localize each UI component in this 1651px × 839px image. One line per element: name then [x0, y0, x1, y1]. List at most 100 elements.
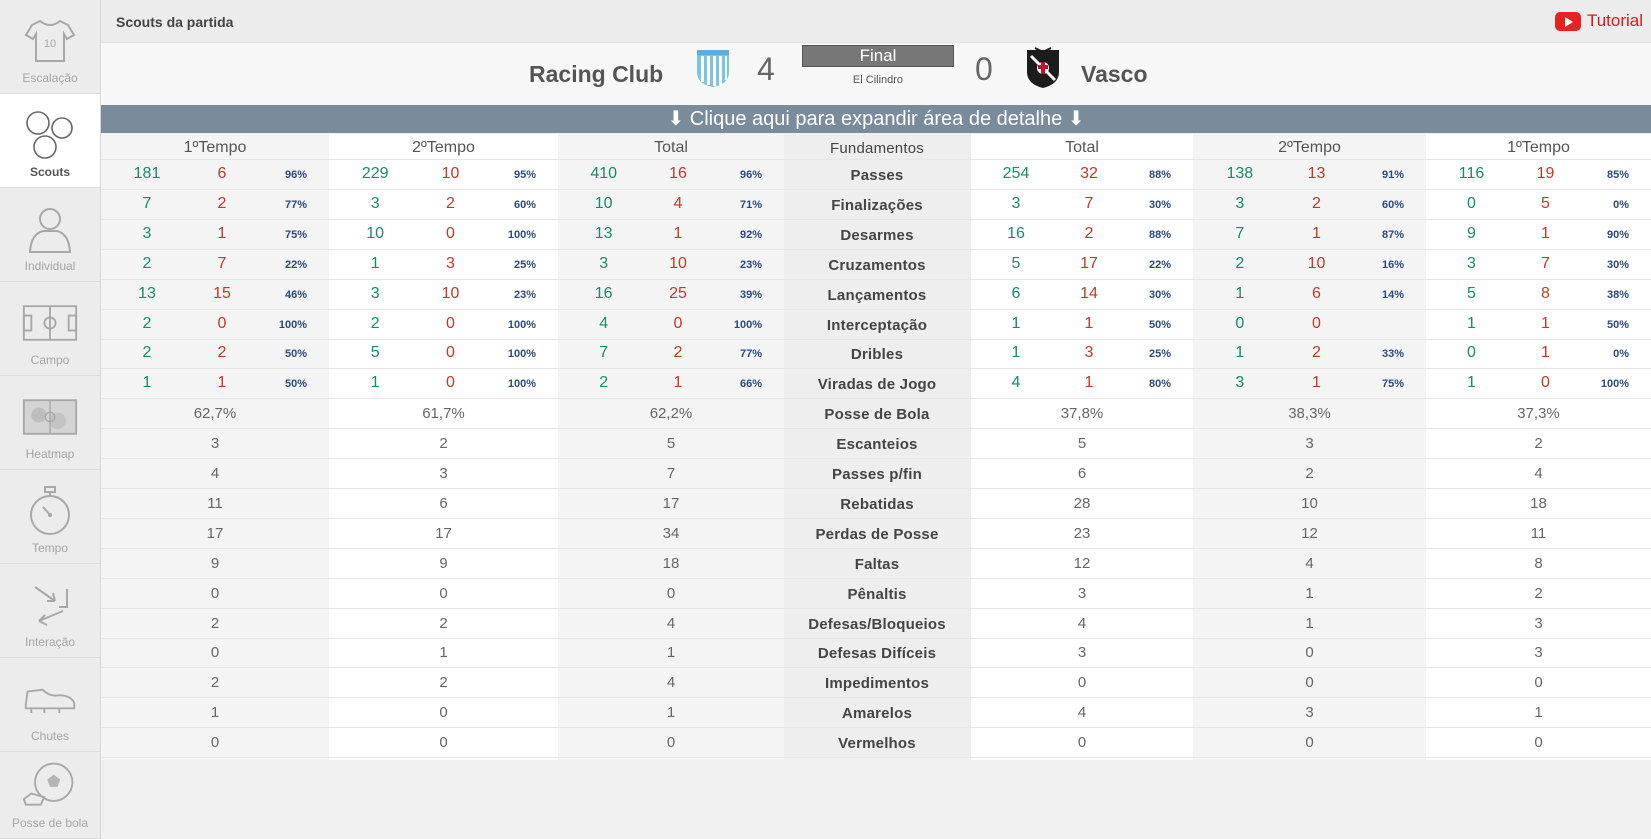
- sidebar-item-label: Individual: [24, 259, 76, 273]
- stat-row: Faltas 9 9 18 12 4 8: [101, 549, 1651, 579]
- fail-count: 1: [217, 374, 227, 392]
- stat-row: Pênaltis 0 0 0 3 1 2: [101, 579, 1651, 609]
- stat-value: 3: [1077, 584, 1087, 602]
- top-bar: Scouts da partida Tutorial: [101, 0, 1651, 43]
- fail-count: 2: [446, 194, 455, 212]
- success-count: 2: [142, 314, 152, 332]
- stat-row: Perdas de Posse 17 17 34 23 12 11: [101, 519, 1651, 549]
- sidebar-item-escalacao[interactable]: 10 Escalação: [0, 0, 100, 94]
- success-rate: 22%: [284, 258, 307, 271]
- stat-label: Rebatidas: [840, 495, 914, 513]
- stat-value: 4: [666, 674, 676, 692]
- sidebar-item-label: Tempo: [31, 541, 69, 555]
- fundamentos-header: Fundamentos: [830, 140, 924, 157]
- success-count: 3: [142, 224, 152, 242]
- success-rate: 100%: [507, 228, 536, 241]
- stat-row: Defesas Difíceis 0 1 1 3 0 3: [101, 638, 1651, 669]
- stat-row: Vermelhos 0 0 0 0 0 0: [101, 728, 1651, 759]
- stat-value: 0: [1534, 674, 1543, 692]
- success-count: 4: [1011, 374, 1021, 392]
- stat-value: 5: [666, 435, 676, 453]
- sidebar-item-interacao[interactable]: Interação: [0, 564, 100, 658]
- fail-count: 1: [1312, 224, 1321, 242]
- sidebar-item-chutes[interactable]: Chutes: [0, 658, 100, 752]
- ball-icon: [22, 758, 78, 814]
- stat-label: Amarelos: [842, 705, 912, 723]
- success-count: 3: [1235, 374, 1245, 392]
- stat-value: 11: [1530, 524, 1547, 542]
- fail-count: 0: [446, 224, 455, 242]
- stat-value: 37,3%: [1517, 405, 1560, 423]
- success-rate: 80%: [1148, 378, 1171, 391]
- success-count: 2: [599, 374, 609, 392]
- success-rate: 30%: [1148, 288, 1171, 301]
- match-header: Racing Club 4 Final El Cilindro 0 Vasco: [101, 43, 1651, 105]
- circles-icon: [22, 107, 78, 163]
- stat-value: 3: [210, 435, 220, 453]
- success-rate: 14%: [1381, 288, 1404, 301]
- fail-count: 0: [1312, 314, 1321, 332]
- stat-value: 4: [210, 465, 220, 482]
- stat-label: Dribles: [850, 346, 904, 364]
- success-rate: 85%: [1606, 169, 1629, 181]
- success-count: 2: [1235, 254, 1245, 272]
- success-rate: 92%: [739, 228, 762, 241]
- success-count: 5: [370, 344, 380, 362]
- fail-count: 25: [669, 284, 687, 302]
- fail-count: 1: [217, 224, 227, 242]
- stat-value: 4: [1305, 554, 1314, 572]
- fail-count: 2: [1312, 344, 1321, 362]
- stat-value: 2: [1305, 465, 1314, 482]
- fail-count: 1: [1541, 224, 1550, 242]
- success-rate: 50%: [284, 348, 307, 361]
- sidebar-item-scouts[interactable]: Scouts: [0, 94, 100, 188]
- stats-table: [101, 134, 1651, 760]
- tutorial-button[interactable]: Tutorial: [1554, 11, 1643, 31]
- success-count: 0: [1467, 344, 1476, 362]
- fail-count: 2: [673, 344, 683, 362]
- success-count: 7: [599, 344, 609, 362]
- stat-label: Defesas Difíceis: [817, 645, 937, 663]
- table-header-row: 1ºTempo 2ºTempo Total Total 2ºTempo 1ºTempo Fu…: [101, 134, 1651, 160]
- fail-count: 10: [669, 254, 687, 272]
- success-rate: 30%: [1148, 198, 1171, 211]
- stat-value: 3: [439, 465, 448, 482]
- success-rate: 16%: [1381, 258, 1404, 271]
- stat-value: 34: [662, 524, 680, 542]
- success-count: 229: [361, 165, 389, 182]
- stat-value: 4: [1077, 704, 1087, 722]
- stat-label: Defesas/Bloqueios: [808, 615, 946, 633]
- success-rate: 60%: [513, 198, 536, 211]
- field-icon: [22, 295, 78, 351]
- stat-value: 17: [662, 494, 680, 512]
- success-rate: 90%: [1606, 228, 1629, 241]
- youtube-icon: [1554, 11, 1581, 31]
- sidebar-item-label: Heatmap: [25, 447, 75, 461]
- fail-count: 5: [1541, 194, 1550, 212]
- sidebar-item-label: Scouts: [29, 165, 70, 179]
- sidebar-item-tempo[interactable]: Tempo: [0, 470, 100, 564]
- success-count: 0: [1235, 314, 1245, 332]
- success-rate: 50%: [284, 378, 307, 391]
- fail-count: 32: [1080, 165, 1098, 182]
- sidebar-item-posse-de-bola[interactable]: Posse de bola: [0, 752, 100, 839]
- stat-value: 2: [1534, 435, 1543, 453]
- success-count: 16: [1007, 224, 1025, 242]
- tutorial-label: Tutorial: [1586, 11, 1643, 30]
- fail-count: 7: [1084, 194, 1094, 212]
- success-rate: 100%: [507, 378, 536, 391]
- home-score: 4: [757, 51, 775, 87]
- sidebar-item-campo[interactable]: Campo: [0, 282, 100, 376]
- column-header: Total: [654, 139, 688, 156]
- stat-value: 2: [439, 674, 448, 692]
- stopwatch-icon: [22, 483, 78, 539]
- arrows-icon: [22, 577, 78, 633]
- stat-value: 0: [210, 644, 220, 662]
- success-rate: 25%: [513, 258, 536, 271]
- expand-detail-button[interactable]: ⬇ Clique aqui para expandir área de deta…: [101, 105, 1651, 133]
- stat-value: 9: [210, 554, 220, 572]
- stat-value: 11: [207, 494, 223, 512]
- sidebar-item-individual[interactable]: Individual: [0, 188, 100, 282]
- sidebar-item-heatmap[interactable]: Heatmap: [0, 376, 100, 470]
- success-count: 4: [599, 314, 609, 332]
